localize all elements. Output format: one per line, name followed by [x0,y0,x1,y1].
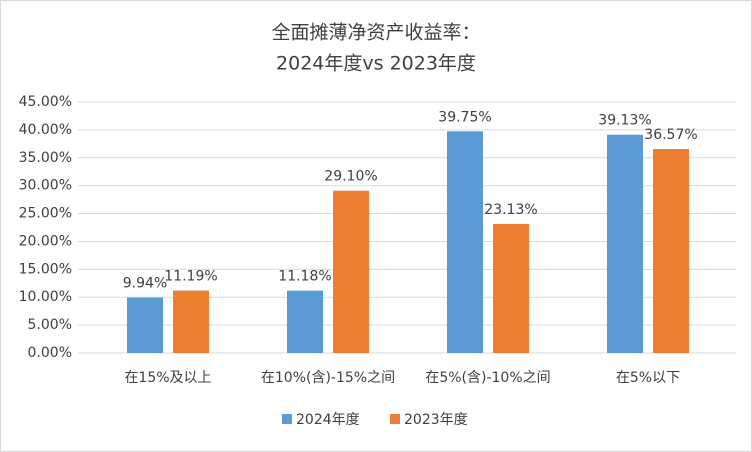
bar [493,223,529,353]
y-tick-label: 5.00% [28,317,72,333]
y-tick-label: 40.00% [19,122,72,138]
chart-title: 全面摊薄净资产收益率： [271,22,480,44]
value-label: 11.19% [164,269,217,285]
y-tick-label: 30.00% [19,178,72,194]
y-tick-label: 35.00% [19,150,72,166]
value-label: 9.94% [123,276,167,292]
legend-swatch [282,414,292,424]
chart-subtitle: 2024年度vs 2023年度 [276,53,476,75]
y-tick-label: 15.00% [19,261,72,277]
y-tick-label: 10.00% [19,289,72,305]
y-tick-label: 45.00% [19,94,72,110]
value-label: 29.10% [324,169,377,185]
bar [653,149,689,353]
bar [127,297,163,353]
x-tick-label: 在10%(含)-15%之间 [261,370,395,386]
y-tick-label: 20.00% [19,233,72,249]
legend-label: 2024年度 [296,412,360,428]
x-tick-label: 在5%(含)-10%之间 [425,370,550,386]
bar [287,290,323,353]
bar [607,134,643,353]
legend-swatch [390,414,400,424]
legend-label: 2023年度 [404,412,468,428]
value-label: 39.13% [598,113,651,129]
value-label: 39.75% [438,109,491,125]
y-tick-label: 0.00% [28,345,72,361]
x-tick-label: 在15%及以上 [124,370,211,386]
value-label: 11.18% [278,269,331,285]
x-tick-label: 在5%以下 [616,370,680,386]
bar [173,290,209,353]
bar [333,190,369,353]
value-label: 36.57% [644,127,697,143]
y-tick-label: 25.00% [19,206,72,222]
bar [447,131,483,353]
value-label: 23.13% [484,202,537,218]
